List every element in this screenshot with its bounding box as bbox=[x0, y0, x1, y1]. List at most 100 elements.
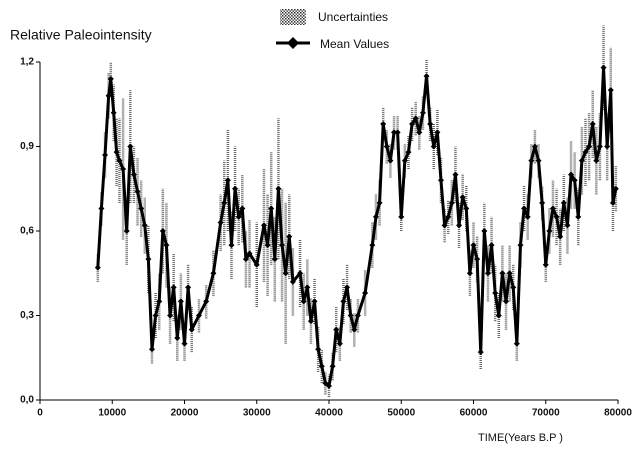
marker bbox=[224, 177, 231, 184]
marker bbox=[239, 205, 246, 212]
x-tick-label: 30000 bbox=[243, 408, 271, 419]
marker bbox=[279, 242, 286, 249]
marker bbox=[391, 129, 398, 136]
marker bbox=[228, 242, 235, 249]
x-tick-label: 60000 bbox=[460, 408, 488, 419]
marker bbox=[307, 318, 314, 325]
marker bbox=[539, 199, 546, 206]
marker bbox=[311, 298, 318, 305]
marker bbox=[167, 312, 174, 319]
marker bbox=[394, 129, 401, 136]
marker bbox=[503, 298, 510, 305]
marker bbox=[416, 129, 423, 136]
marker bbox=[466, 270, 473, 277]
marker bbox=[141, 222, 148, 229]
marker bbox=[510, 284, 517, 291]
marker bbox=[195, 312, 202, 319]
marker bbox=[362, 289, 369, 296]
marker bbox=[210, 270, 217, 277]
marker bbox=[499, 270, 506, 277]
marker bbox=[582, 149, 589, 156]
marker bbox=[549, 205, 556, 212]
marker bbox=[282, 270, 289, 277]
marker bbox=[304, 284, 311, 291]
marker bbox=[322, 380, 329, 387]
marker bbox=[419, 109, 426, 116]
marker bbox=[401, 157, 408, 164]
marker bbox=[174, 335, 181, 342]
marker bbox=[105, 92, 112, 99]
marker bbox=[383, 143, 390, 150]
marker bbox=[445, 213, 452, 220]
marker bbox=[145, 256, 152, 263]
marker bbox=[553, 213, 560, 220]
marker bbox=[405, 149, 412, 156]
marker bbox=[217, 219, 224, 226]
marker bbox=[578, 157, 585, 164]
marker bbox=[593, 157, 600, 164]
marker bbox=[412, 115, 419, 122]
marker bbox=[297, 270, 304, 277]
marker bbox=[376, 199, 383, 206]
marker bbox=[607, 87, 614, 94]
marker bbox=[524, 213, 531, 220]
marker bbox=[148, 346, 155, 353]
marker bbox=[459, 194, 466, 201]
y-tick-label: 0,9 bbox=[20, 141, 34, 152]
marker bbox=[452, 171, 459, 178]
marker bbox=[427, 120, 434, 127]
marker bbox=[513, 340, 520, 347]
marker bbox=[107, 75, 114, 82]
marker bbox=[152, 312, 159, 319]
marker bbox=[329, 363, 336, 370]
marker bbox=[481, 228, 488, 234]
marker bbox=[398, 213, 405, 220]
marker bbox=[434, 129, 441, 136]
marker bbox=[589, 120, 596, 127]
marker bbox=[495, 312, 502, 319]
marker bbox=[120, 166, 127, 173]
marker bbox=[170, 284, 177, 291]
marker bbox=[521, 205, 528, 212]
marker bbox=[564, 222, 571, 229]
marker bbox=[138, 205, 145, 212]
marker bbox=[387, 157, 394, 164]
marker bbox=[612, 185, 619, 192]
marker bbox=[354, 312, 361, 319]
marker bbox=[318, 363, 325, 370]
marker bbox=[336, 340, 343, 347]
marker bbox=[557, 233, 564, 240]
marker bbox=[221, 199, 228, 206]
marker bbox=[188, 326, 195, 333]
marker bbox=[246, 250, 253, 257]
marker bbox=[340, 298, 347, 305]
y-tick-label: 0,0 bbox=[20, 395, 34, 406]
marker bbox=[470, 242, 477, 249]
marker bbox=[600, 64, 607, 71]
marker bbox=[268, 205, 275, 212]
marker bbox=[127, 143, 134, 150]
marker bbox=[448, 199, 455, 206]
marker bbox=[542, 261, 549, 268]
marker bbox=[110, 109, 117, 116]
marker bbox=[333, 326, 340, 333]
marker bbox=[123, 228, 130, 234]
marker bbox=[130, 171, 137, 178]
marker bbox=[181, 340, 188, 347]
marker bbox=[484, 270, 491, 277]
marker bbox=[113, 149, 120, 156]
marker bbox=[271, 256, 278, 263]
marker bbox=[232, 185, 239, 192]
marker bbox=[531, 143, 538, 150]
marker bbox=[409, 120, 416, 127]
legend-label: Uncertainties bbox=[318, 10, 388, 24]
marker bbox=[546, 228, 553, 234]
marker bbox=[488, 242, 495, 249]
marker bbox=[102, 151, 109, 158]
marker bbox=[380, 120, 387, 127]
legend-swatch bbox=[280, 9, 306, 25]
marker bbox=[575, 213, 582, 220]
marker bbox=[596, 143, 603, 150]
legend-label: Mean Values bbox=[320, 37, 389, 51]
marker bbox=[286, 233, 293, 240]
